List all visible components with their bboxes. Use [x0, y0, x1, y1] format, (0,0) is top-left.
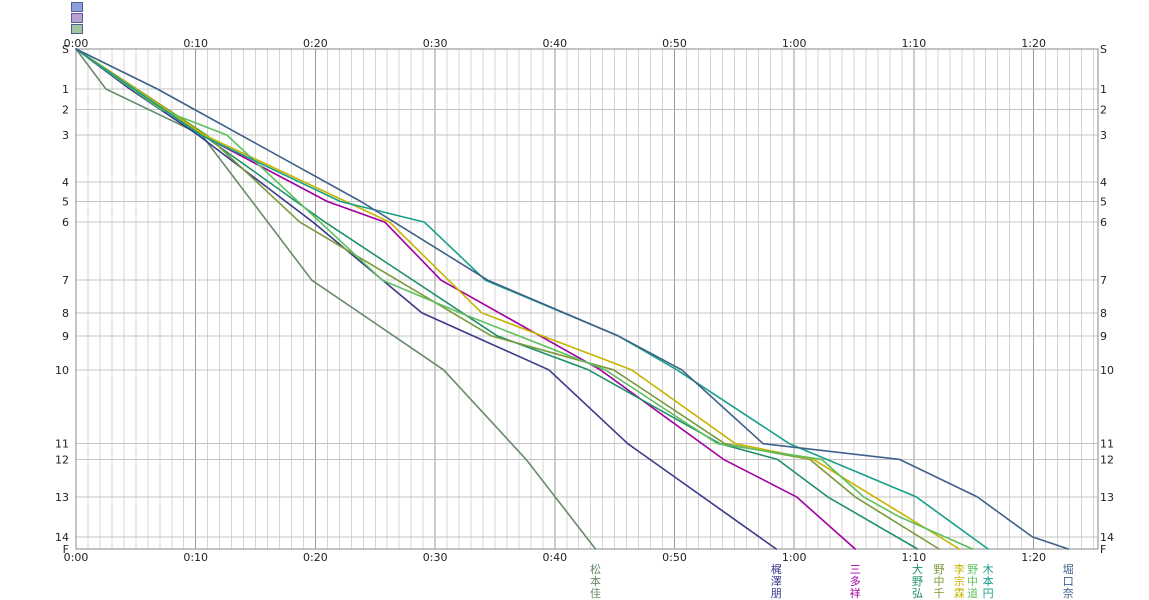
- y-tick-label-right: 13: [1100, 491, 1114, 504]
- series-line: [75, 48, 940, 550]
- series-name-label: 野: [912, 575, 923, 588]
- series-name-label: 口: [1063, 575, 1074, 588]
- series-lines: [75, 48, 1070, 550]
- series-name-label: 梶: [771, 562, 782, 576]
- y-tick-label-left: S: [62, 43, 69, 56]
- series-name-label: 弘: [912, 587, 923, 600]
- series-name-label: 木: [983, 563, 994, 576]
- series-name-label: 本: [590, 574, 601, 588]
- y-tick-label-left: 6: [62, 216, 69, 229]
- x-tick-label-top: 0:00: [64, 37, 89, 50]
- y-tick-label-left: 8: [62, 307, 69, 320]
- y-tick-label-right: 7: [1100, 274, 1107, 287]
- series-name-label: 霖: [954, 587, 965, 600]
- x-tick-label-bottom: 0:40: [542, 551, 567, 564]
- x-tick-label-top: 0:20: [303, 37, 328, 50]
- y-tick-label-left: 7: [62, 274, 69, 287]
- y-tick-label-right: 10: [1100, 364, 1114, 377]
- series-name-label: 中: [934, 575, 945, 588]
- x-tick-label-top: 0:10: [183, 37, 208, 50]
- series-line: [75, 48, 778, 550]
- series-name-label: 朋: [771, 587, 782, 600]
- plot-border: [75, 48, 1099, 550]
- legend-swatch-bottom: [71, 24, 83, 34]
- grid: [75, 48, 1098, 550]
- y-tick-label-right: 6: [1100, 216, 1107, 229]
- x-tick-label-bottom: 0:50: [662, 551, 687, 564]
- series-name-label: 野: [934, 563, 945, 576]
- y-tick-label-left: 3: [62, 129, 69, 142]
- y-tick-label-left: 5: [62, 196, 69, 209]
- x-tick-label-bottom: 0:00: [64, 551, 89, 564]
- x-tick-label-bottom: 0:30: [423, 551, 448, 564]
- y-tick-label-right: 11: [1100, 438, 1114, 451]
- series-name-label: 中: [967, 575, 978, 588]
- series-name-label: 松: [590, 562, 601, 576]
- series-name-label: 李: [954, 562, 965, 576]
- x-tick-label-top: 1:20: [1021, 37, 1046, 50]
- y-tick-label-right: 5: [1100, 196, 1107, 209]
- series-name-label: 祥: [850, 586, 861, 600]
- y-tick-label-left: F: [63, 543, 69, 556]
- series-name-label: 本: [983, 574, 994, 588]
- x-tick-label-bottom: 0:10: [183, 551, 208, 564]
- series-name-label: 円: [983, 587, 994, 600]
- series-name-label: 宗: [954, 574, 965, 588]
- y-tick-label-right: S: [1100, 43, 1107, 56]
- y-tick-label-left: 11: [55, 438, 69, 451]
- x-tick-label-bottom: 0:20: [303, 551, 328, 564]
- series-name-label: 千: [934, 587, 945, 600]
- y-tick-label-right: F: [1100, 543, 1106, 556]
- series-line: [75, 48, 961, 550]
- y-tick-label-right: 2: [1100, 104, 1107, 117]
- x-tick-label-top: 1:10: [902, 37, 927, 50]
- series-name-label: 道: [967, 586, 978, 600]
- x-tick-label-top: 0:50: [662, 37, 687, 50]
- y-tick-label-left: 10: [55, 364, 69, 377]
- series-name-label: 澤: [771, 575, 782, 588]
- series-name-label: 堀: [1063, 563, 1074, 576]
- legend-swatch-middle: [71, 13, 83, 23]
- x-tick-label-top: 0:40: [542, 37, 567, 50]
- y-tick-label-right: 4: [1100, 176, 1107, 189]
- series-name-label: 三: [850, 563, 861, 576]
- x-tick-label-bottom: 1:00: [782, 551, 807, 564]
- series-name-label: 佳: [590, 586, 601, 600]
- series-line: [75, 48, 919, 550]
- x-tick-label-top: 0:30: [423, 37, 448, 50]
- series-line: [75, 48, 1070, 550]
- y-tick-label-right: 14: [1100, 531, 1114, 544]
- series-line: [75, 48, 857, 550]
- y-tick-label-right: 3: [1100, 129, 1107, 142]
- series-line: [75, 48, 974, 550]
- y-tick-label-left: 4: [62, 176, 69, 189]
- y-tick-label-right: 12: [1100, 453, 1114, 466]
- y-tick-label-left: 14: [55, 531, 69, 544]
- series-name-label: 奈: [1063, 586, 1074, 600]
- y-tick-label-left: 13: [55, 491, 69, 504]
- x-tick-label-top: 1:00: [782, 37, 807, 50]
- y-tick-label-right: 9: [1100, 330, 1107, 343]
- series-name-label: 大: [912, 562, 923, 576]
- y-tick-label-right: 8: [1100, 307, 1107, 320]
- y-tick-label-left: 9: [62, 330, 69, 343]
- y-tick-label-left: 12: [55, 453, 69, 466]
- x-tick-label-bottom: 1:10: [902, 551, 927, 564]
- y-tick-label-right: 1: [1100, 83, 1107, 96]
- series-name-label: 多: [850, 574, 861, 588]
- y-tick-label-left: 2: [62, 104, 69, 117]
- series-name-label: 野: [967, 563, 978, 576]
- legend-swatch-top: [71, 2, 83, 12]
- y-tick-label-left: 1: [62, 83, 69, 96]
- x-tick-label-bottom: 1:20: [1021, 551, 1046, 564]
- series-line: [75, 48, 597, 550]
